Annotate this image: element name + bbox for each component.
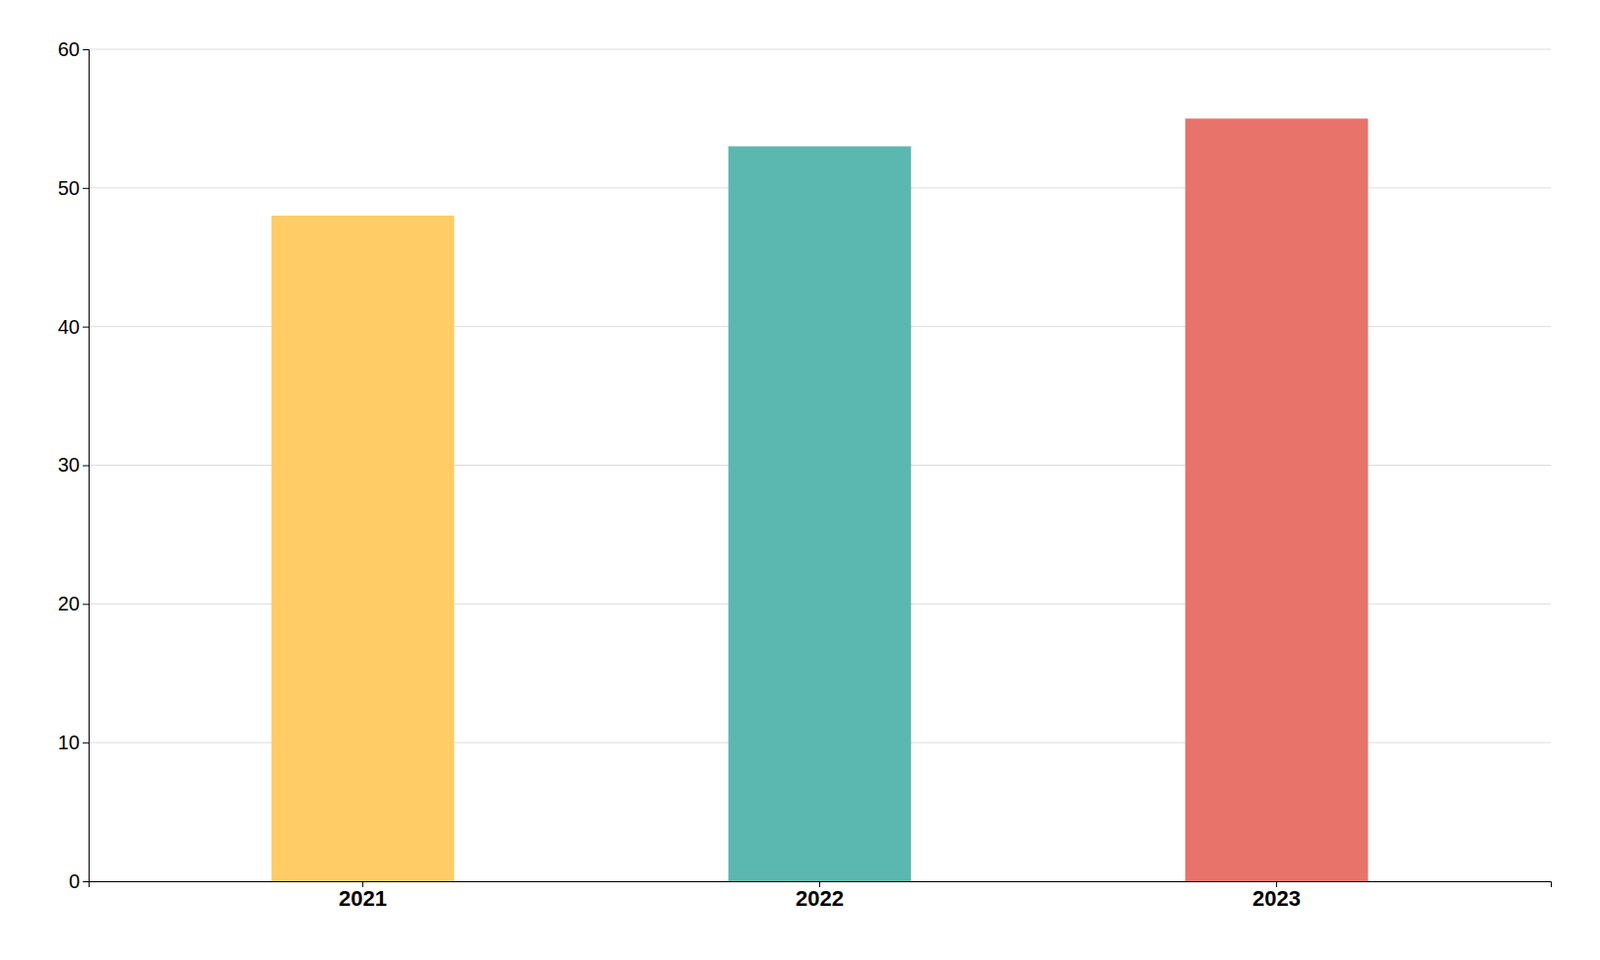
y-tick: 0 [68, 870, 89, 893]
x-tick-label: 2021 [338, 886, 387, 911]
y-tick-label: 40 [58, 316, 80, 338]
y-tick-mark [82, 49, 89, 51]
x-tick-label: 2022 [795, 886, 844, 911]
y-tick-label: 60 [58, 38, 80, 61]
y-tick-label: 0 [68, 870, 80, 893]
x-axis: 2021 2022 2023 [89, 881, 1552, 911]
x-tick: 2022 [795, 881, 844, 911]
y-tick-mark [82, 603, 89, 605]
y-tick: 50 [58, 177, 89, 199]
y-tick: 20 [58, 592, 89, 615]
y-tick: 10 [58, 731, 89, 754]
y-tick-label: 30 [58, 453, 80, 476]
y-tick-mark [82, 465, 89, 467]
y-tick-mark [82, 742, 89, 744]
x-tick: 2021 [338, 881, 387, 911]
y-tick: 60 [58, 38, 89, 61]
chart: 0 10 20 30 40 50 60 2021 2022 2023 [0, 0, 1600, 960]
x-tick: 2023 [1252, 881, 1301, 911]
y-tick: 40 [58, 316, 89, 338]
grid [88, 49, 1551, 882]
y-axis-line [82, 50, 90, 883]
y-tick-label: 20 [58, 592, 80, 615]
x-tick-label: 2023 [1252, 886, 1301, 911]
y-tick-label: 50 [58, 177, 80, 199]
y-tick-mark [82, 326, 89, 328]
grid-line [88, 49, 1551, 51]
bar [728, 146, 912, 882]
plot: 0 10 20 30 40 50 60 2021 2022 2023 [58, 38, 1552, 911]
bar [1185, 118, 1369, 882]
y-tick-mark [82, 188, 89, 190]
y-tick: 30 [58, 453, 89, 476]
bars [271, 118, 1369, 882]
y-tick-mark [82, 881, 89, 883]
bar [271, 215, 455, 882]
y-axis: 0 10 20 30 40 50 60 [58, 38, 90, 893]
y-tick-label: 10 [58, 731, 80, 754]
